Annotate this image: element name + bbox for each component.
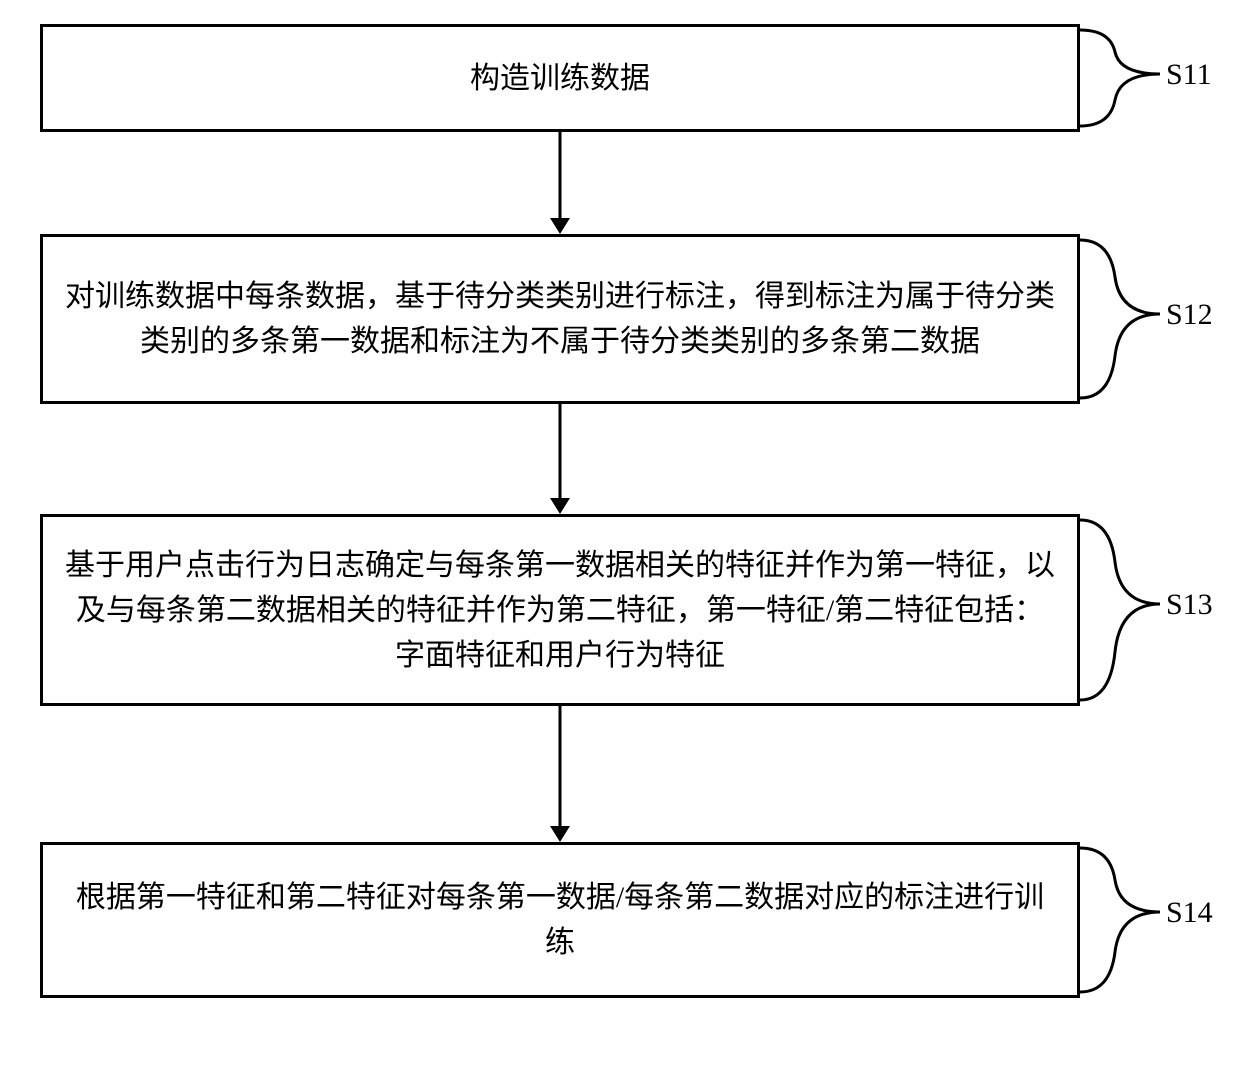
bracket-4-icon bbox=[1080, 848, 1160, 992]
bracket-2-icon bbox=[1080, 240, 1160, 398]
bracket-1-icon bbox=[1080, 30, 1160, 126]
bracket-3-icon bbox=[1080, 520, 1160, 700]
flowchart-canvas: 构造训练数据 对训练数据中每条数据，基于待分类类别进行标注，得到标注为属于待分类… bbox=[0, 0, 1240, 1068]
flow-brackets bbox=[0, 0, 1240, 1068]
